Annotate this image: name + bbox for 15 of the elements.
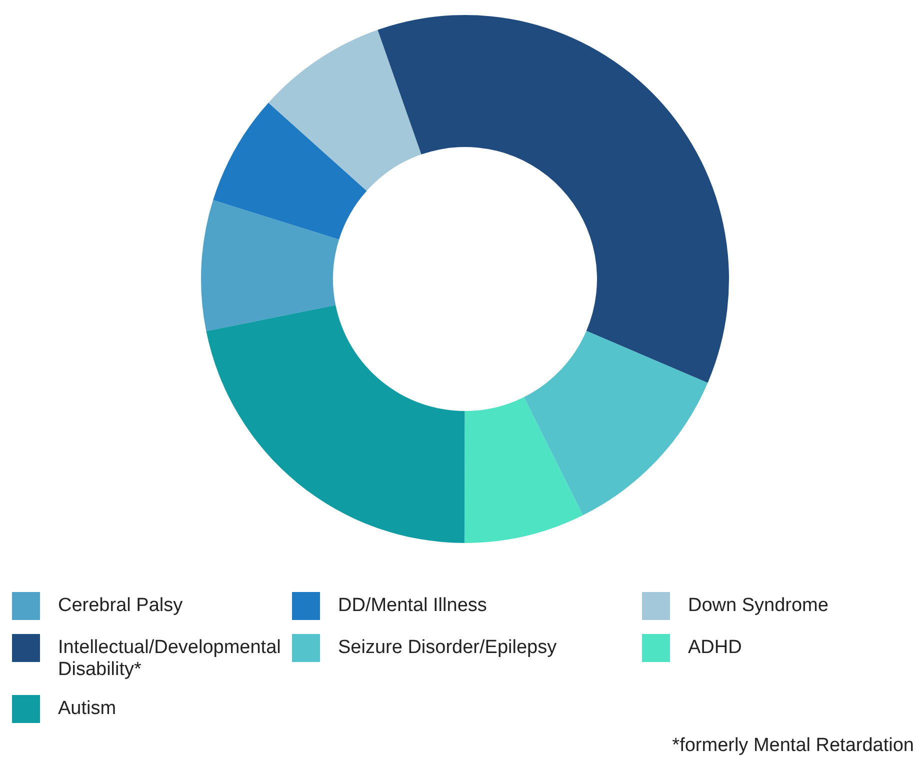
- donut-slice: [213, 102, 367, 240]
- legend-label: ADHD: [688, 636, 742, 659]
- donut-slice: [268, 30, 422, 191]
- donut-slice: [201, 200, 340, 332]
- legend-label: Down Syndrome: [688, 594, 828, 617]
- donut-slice: [524, 330, 708, 516]
- legend-label: Autism: [58, 697, 116, 720]
- legend-label: Cerebral Palsy: [58, 594, 183, 617]
- donut-slice: [464, 397, 583, 543]
- legend-label: DD/Mental Illness: [338, 594, 487, 617]
- legend-label: Intellectual/Developmental Disability*: [58, 636, 282, 681]
- text: *formerly Mental Retardation: [671, 735, 914, 757]
- legend-label: Seizure Disorder/Epilepsy: [338, 636, 557, 659]
- donut-slice: [206, 305, 465, 543]
- donut-slice: [378, 15, 729, 383]
